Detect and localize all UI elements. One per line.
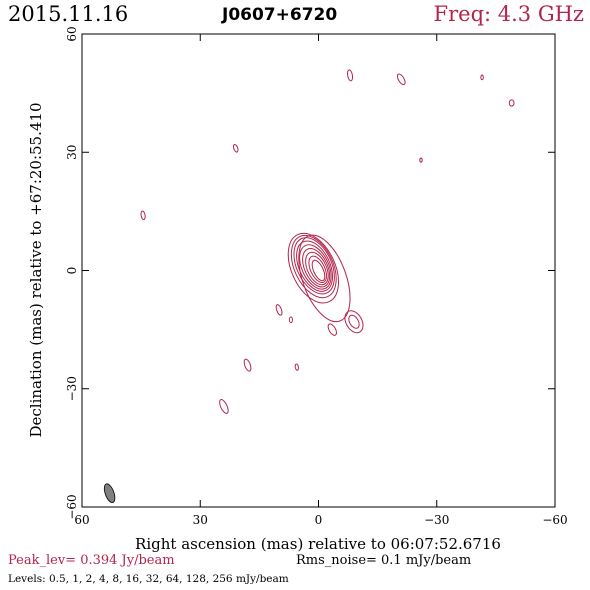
core-contour <box>293 237 335 295</box>
component-contour <box>396 73 406 86</box>
component-contour <box>348 314 360 329</box>
core-contour <box>305 251 329 286</box>
x-tick-label: −60 <box>542 513 567 527</box>
source-name: J0607+6720 <box>222 5 338 25</box>
core-contour <box>308 255 328 284</box>
y-axis-title: Declination (mas) relative to +67:20:55.… <box>27 102 45 437</box>
x-tick-label: 60 <box>74 513 89 527</box>
component-contour <box>480 74 484 81</box>
component-contour <box>140 210 146 221</box>
component-contour <box>288 316 293 324</box>
contour-levels: Levels: 0.5, 1, 2, 4, 8, 16, 32, 64, 128… <box>8 573 289 585</box>
component-contour <box>508 99 515 107</box>
contour-layer <box>103 69 515 503</box>
component-contour <box>243 358 252 372</box>
component-contour <box>219 399 229 414</box>
y-tick-label: 30 <box>65 145 79 160</box>
component-contour <box>419 157 423 163</box>
y-tick-label: 0 <box>65 267 79 275</box>
y-tick-label: −60 <box>65 494 79 519</box>
component-contour <box>344 310 364 334</box>
frequency-label: Freq: 4.3 GHz <box>433 2 584 26</box>
core-contour <box>287 232 340 304</box>
core-contour <box>290 234 337 299</box>
component-contour <box>347 69 354 82</box>
rms-noise: Rms_noise= 0.1 mJy/beam <box>296 553 472 568</box>
restoring-beam <box>103 483 116 503</box>
x-tick-label: 0 <box>315 513 323 527</box>
observation-date: 2015.11.16 <box>8 2 129 26</box>
component-contour <box>275 304 283 316</box>
x-tick-label: 30 <box>193 513 208 527</box>
x-tick-label: −30 <box>424 513 449 527</box>
core-contour <box>311 259 326 282</box>
peak-level: Peak_lev= 0.394 Jy/beam <box>8 553 175 568</box>
core-contour <box>302 248 331 288</box>
y-tick-label: 60 <box>65 26 79 41</box>
x-axis-title: Right ascension (mas) relative to 06:07:… <box>135 535 501 553</box>
core-outer-contour <box>298 234 351 323</box>
component-contour <box>232 144 239 153</box>
y-tick-label: −30 <box>65 376 79 401</box>
core-contour <box>299 244 332 290</box>
component-contour <box>327 323 337 336</box>
plot-frame <box>81 33 556 508</box>
component-contour <box>294 363 299 371</box>
